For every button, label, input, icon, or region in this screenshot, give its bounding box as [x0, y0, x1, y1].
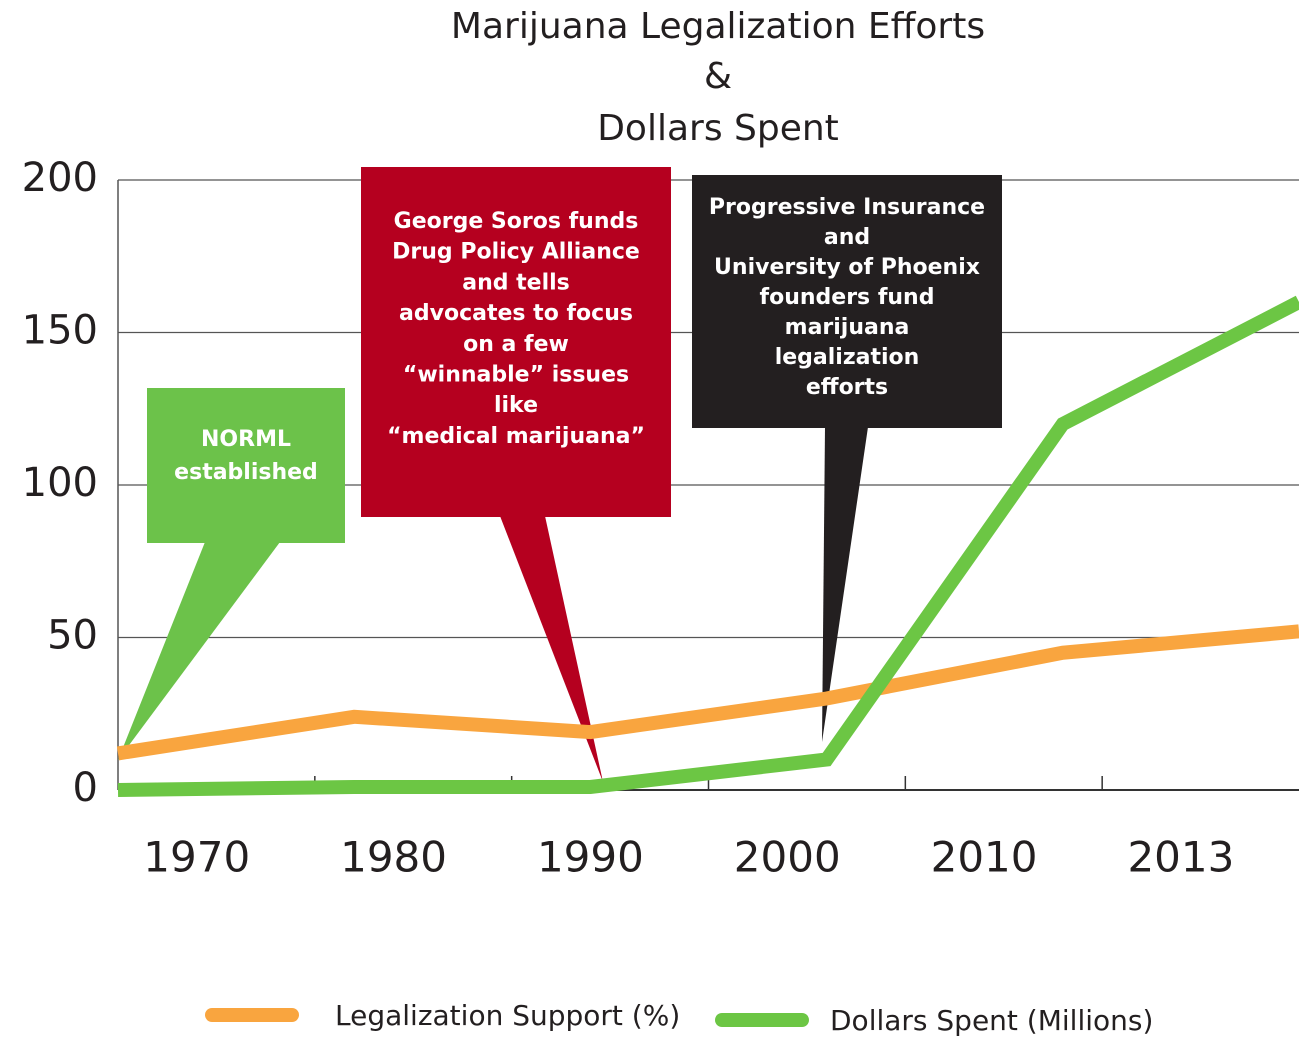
annotation-text: on a few [463, 332, 569, 357]
x-tick-label: 2000 [734, 833, 841, 882]
annotation-text: Progressive Insurance [709, 195, 985, 220]
series-line [117, 295, 1299, 797]
legend-label: Legalization Support (%) [335, 999, 680, 1032]
x-tick-label: 1970 [143, 833, 250, 882]
annotation: Progressive Insurance and University of Ph… [692, 175, 1002, 742]
annotation-text: and tells [462, 270, 570, 295]
annotation: NORML established [118, 388, 345, 760]
legend-label: Dollars Spent (Millions) [830, 1004, 1153, 1037]
annotation-text: NORML [201, 427, 291, 452]
annotation-text: George Soros funds [394, 209, 639, 234]
chart-title: & [704, 56, 732, 97]
annotation-text: University of Phoenix [714, 255, 980, 280]
callout-pointer [822, 427, 868, 742]
annotation-text: efforts [806, 375, 888, 400]
annotation-text: founders fund [760, 285, 935, 310]
y-tick-label: 50 [47, 613, 98, 659]
chart-title: Marijuana Legalization Efforts [451, 6, 985, 47]
annotation-text: like [494, 393, 538, 418]
y-tick-label: 150 [22, 308, 98, 354]
x-tick-label: 2010 [931, 833, 1038, 882]
annotation: George Soros funds Drug Policy Alliance an… [361, 167, 671, 782]
y-tick-label: 0 [73, 765, 98, 811]
series-line [116, 624, 1299, 761]
callout-box [147, 388, 345, 543]
chart-title: Dollars Spent [597, 108, 839, 149]
annotation-text: advocates to focus [399, 301, 633, 326]
annotation-text: legalization [775, 345, 920, 370]
x-tick-label: 1980 [340, 833, 447, 882]
annotation-text: marijuana [785, 315, 910, 340]
annotation-text: and [824, 225, 870, 250]
callout-pointer [118, 542, 280, 760]
y-tick-label: 200 [22, 155, 98, 201]
callout-pointer [500, 516, 603, 782]
x-tick-label: 1990 [537, 833, 644, 882]
annotation-text: Drug Policy Alliance [392, 240, 640, 265]
callout-box [361, 167, 671, 517]
callout-box [692, 175, 1002, 428]
y-tick-label: 100 [22, 460, 98, 506]
annotation-text: established [174, 460, 318, 485]
annotation-text: “winnable” issues [403, 363, 629, 388]
annotation-text: “medical marijuana” [387, 424, 645, 449]
x-tick-label: 2013 [1127, 833, 1234, 882]
